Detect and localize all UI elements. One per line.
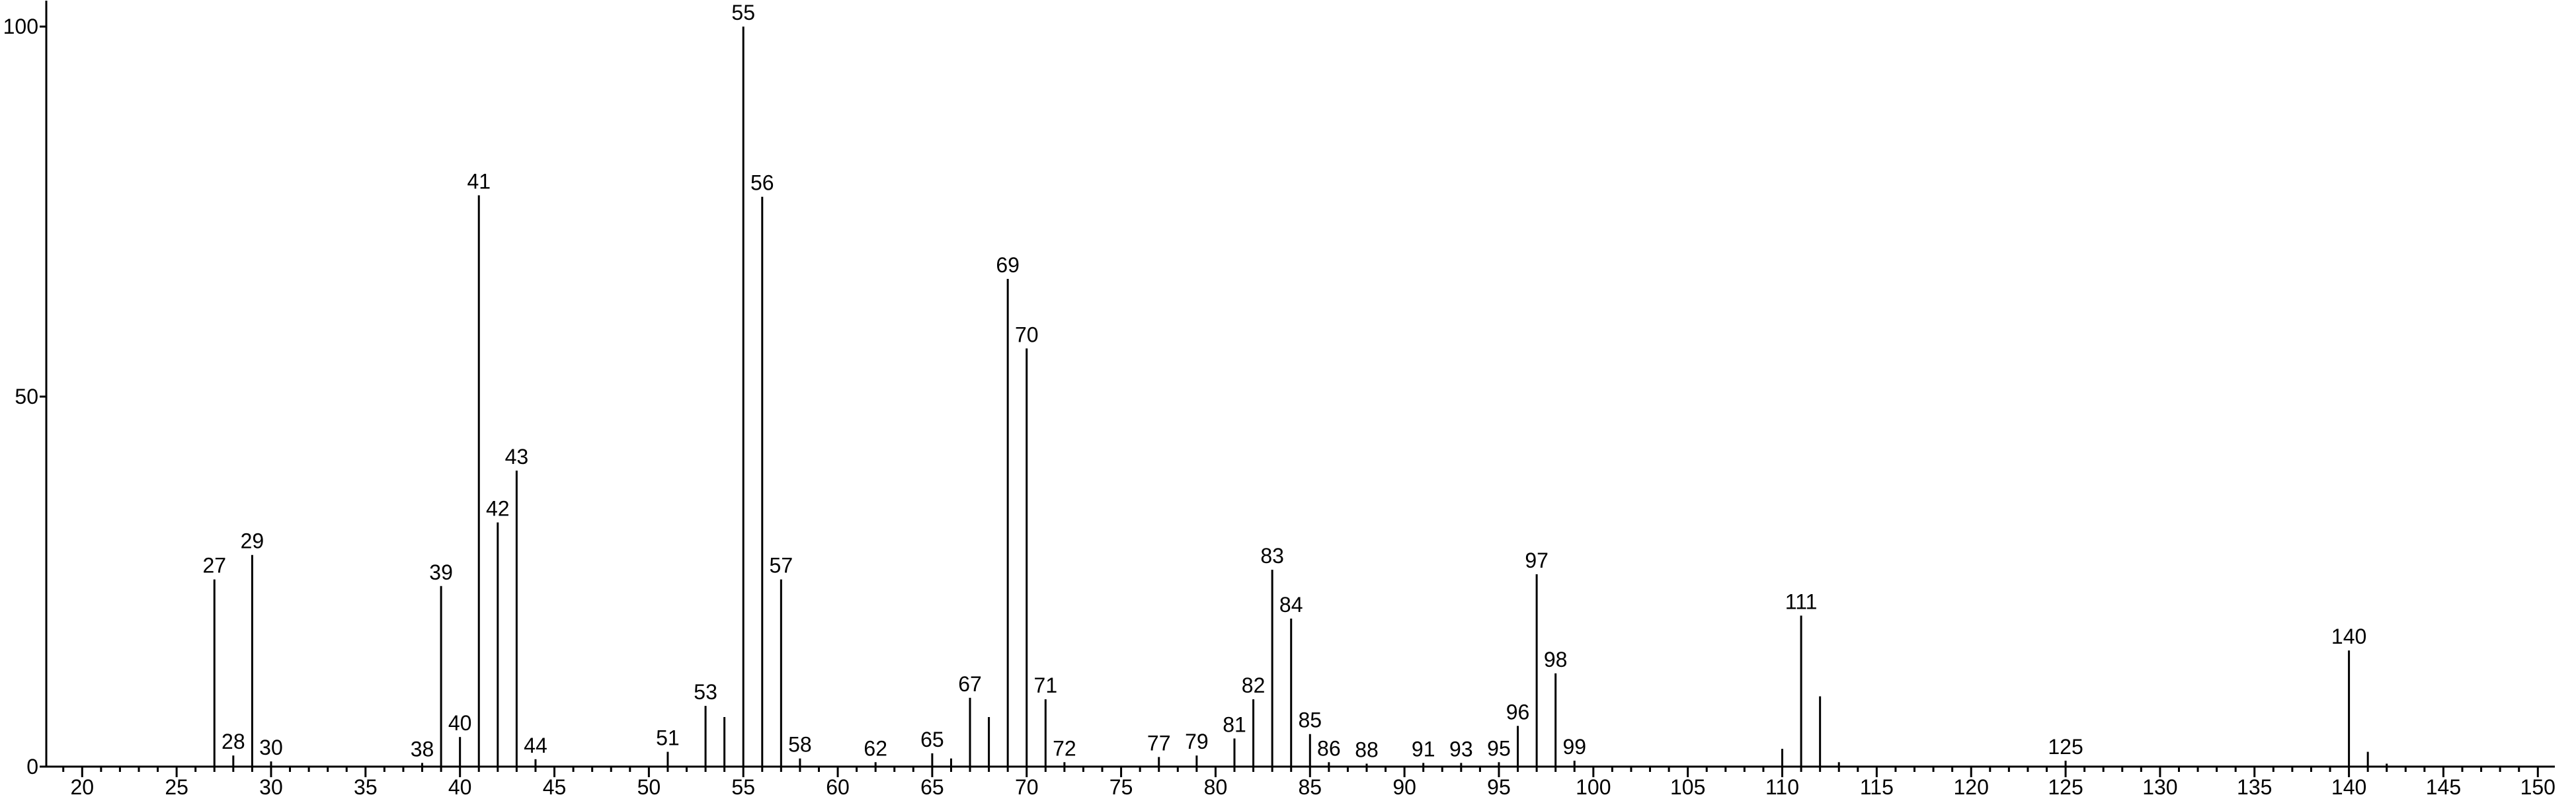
peak-label: 82: [1242, 673, 1266, 697]
peak-label: 93: [1449, 737, 1473, 761]
x-tick-label: 85: [1298, 775, 1322, 799]
peak-label: 91: [1412, 737, 1435, 761]
x-tick-label: 115: [1860, 775, 1894, 799]
peak-label: 29: [241, 529, 264, 553]
peak-label: 55: [731, 1, 755, 24]
peak-label: 140: [2331, 625, 2366, 648]
x-tick-label: 80: [1204, 775, 1228, 799]
peak-label: 58: [788, 733, 812, 757]
peak-label: 67: [958, 672, 982, 696]
peak-label: 28: [221, 730, 245, 753]
y-tick-label: 0: [26, 755, 38, 779]
x-tick-label: 55: [731, 775, 755, 799]
peak-label: 43: [505, 445, 529, 469]
x-tick-label: 140: [2331, 775, 2366, 799]
peak-label: 27: [202, 554, 226, 578]
peak-label: 71: [1034, 673, 1058, 697]
y-tick-label: 50: [15, 385, 38, 408]
peak-label: 39: [429, 560, 453, 584]
peak-label: 41: [467, 170, 491, 194]
x-tick-label: 125: [2048, 775, 2083, 799]
peak-label: 86: [1317, 736, 1341, 760]
peak-label: 72: [1053, 736, 1076, 760]
peak-label: 65: [920, 728, 944, 751]
peak-label: 51: [656, 726, 680, 750]
peak-label: 30: [259, 736, 283, 759]
peak-label: 69: [996, 253, 1020, 277]
peak-label: 40: [448, 711, 472, 735]
x-tick-label: 100: [1576, 775, 1611, 799]
x-tick-label: 90: [1392, 775, 1416, 799]
x-tick-label: 35: [354, 775, 378, 799]
peak-label: 42: [486, 496, 510, 520]
peak-label: 85: [1298, 708, 1322, 732]
peak-label: 84: [1279, 593, 1303, 617]
peak-label: 70: [1015, 323, 1039, 346]
x-tick-label: 60: [826, 775, 850, 799]
peak-label: 79: [1185, 730, 1209, 753]
x-tick-label: 50: [637, 775, 661, 799]
peak-label: 77: [1147, 731, 1171, 755]
x-tick-label: 30: [259, 775, 283, 799]
peak-label: 95: [1487, 736, 1511, 760]
peak-label: 88: [1355, 738, 1379, 762]
x-tick-label: 20: [70, 775, 94, 799]
peak-label: 83: [1260, 544, 1284, 568]
x-tick-label: 105: [1670, 775, 1705, 799]
x-tick-label: 75: [1109, 775, 1133, 799]
peak-label: 44: [524, 734, 547, 757]
peak-label: 111: [1785, 590, 1818, 614]
peak-label: 98: [1544, 648, 1568, 671]
peak-label: 99: [1562, 735, 1586, 759]
x-tick-label: 45: [543, 775, 567, 799]
peak-label: 38: [411, 737, 434, 761]
peak-label: 62: [864, 736, 887, 760]
peak-label: 96: [1506, 700, 1530, 724]
x-tick-label: 130: [2142, 775, 2177, 799]
peak-label: 56: [750, 171, 774, 195]
x-tick-label: 145: [2426, 775, 2461, 799]
x-tick-label: 120: [1954, 775, 1989, 799]
y-tick-label: 100: [3, 15, 38, 38]
x-tick-label: 40: [448, 775, 472, 799]
peak-label: 125: [2048, 735, 2083, 759]
x-tick-label: 150: [2520, 775, 2556, 799]
peak-label: 57: [770, 554, 793, 578]
peak-label: 81: [1223, 712, 1246, 736]
peak-label: 53: [694, 680, 717, 704]
x-tick-label: 70: [1015, 775, 1039, 799]
x-tick-label: 65: [920, 775, 944, 799]
x-tick-label: 25: [165, 775, 188, 799]
peak-label: 97: [1525, 549, 1549, 572]
x-tick-label: 135: [2237, 775, 2272, 799]
x-tick-label: 110: [1765, 775, 1799, 799]
x-tick-label: 95: [1487, 775, 1511, 799]
